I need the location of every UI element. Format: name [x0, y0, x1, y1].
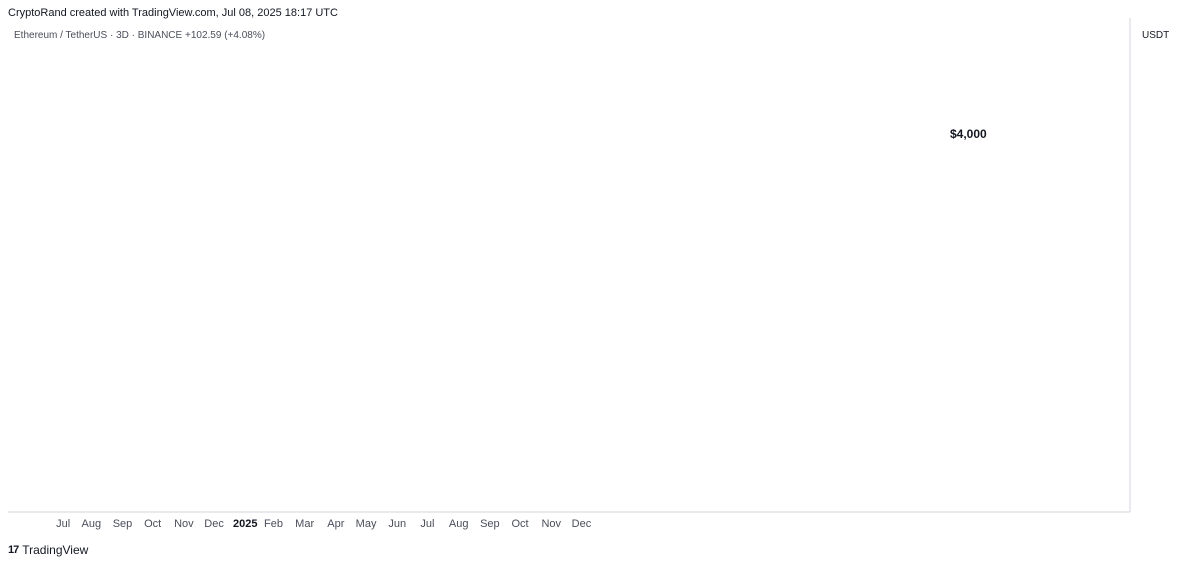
time-tick-label: May	[355, 518, 377, 530]
annotation-4000: $4,000	[950, 127, 987, 141]
time-tick-label: Sep	[112, 518, 133, 530]
time-tick-label: Feb	[263, 518, 283, 530]
symbol-info[interactable]: Ethereum / TetherUS · 3D · BINANCE +102.…	[14, 30, 265, 41]
time-tick-label: Jul	[420, 518, 435, 530]
tradingview-logo-text: TradingView	[22, 543, 89, 557]
time-tick-label: Sep	[480, 518, 500, 530]
chart-attribution: CryptoRand created with TradingView.com,…	[8, 7, 338, 19]
time-tick-label: Oct	[144, 518, 162, 530]
time-tick-label: Mar	[295, 518, 315, 530]
plot-frame	[8, 18, 1131, 513]
tradingview-footer[interactable]: 17 TradingView	[8, 543, 88, 557]
time-tick-label: Jul	[56, 518, 71, 530]
time-tick-label: Nov	[174, 518, 194, 530]
price-change: +102.59 (+4.08%)	[184, 30, 266, 41]
tradingview-logo-icon: 17	[8, 544, 19, 556]
time-tick-label: 2025	[233, 518, 258, 530]
time-tick-label: Dec	[571, 518, 592, 530]
time-tick-label: Nov	[541, 518, 562, 530]
time-tick-label: Oct	[511, 518, 529, 530]
currency-label[interactable]: USDT	[1142, 30, 1170, 41]
time-tick-label: Dec	[204, 518, 224, 530]
time-tick-label: Jun	[388, 518, 407, 530]
time-tick-label: Aug	[81, 518, 102, 530]
symbol-name: Ethereum / TetherUS · 3D · BINANCE	[14, 30, 183, 41]
time-tick-label: Apr	[327, 518, 345, 530]
time-tick-label: Aug	[448, 518, 469, 530]
